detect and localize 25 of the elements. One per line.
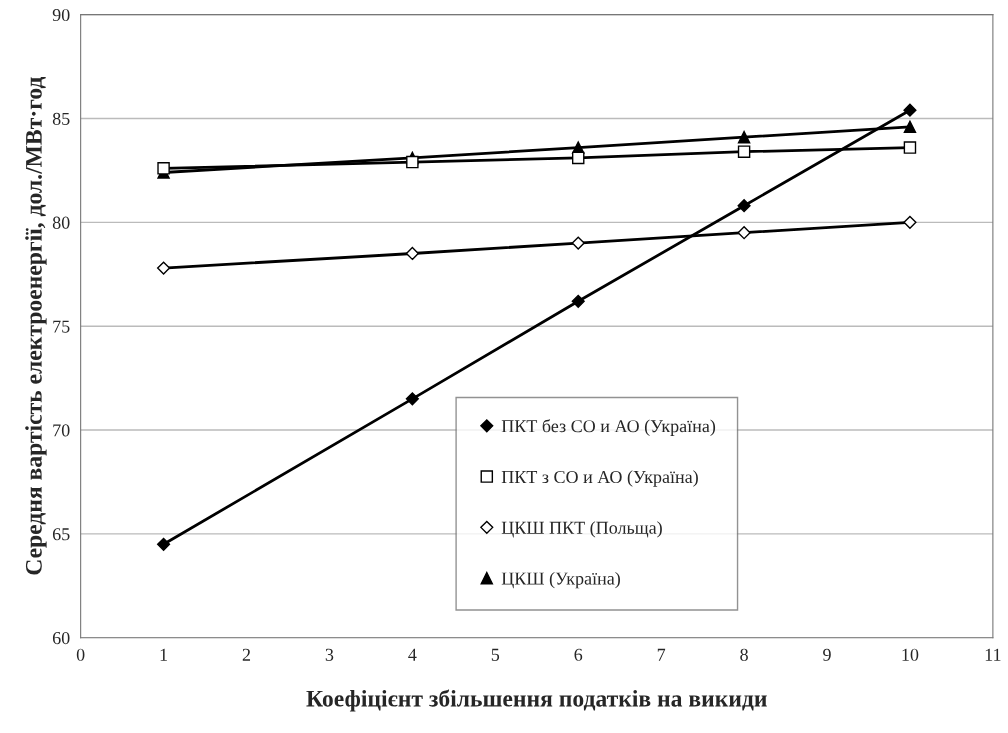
- x-tick-label: 7: [657, 648, 666, 661]
- legend-label: ПКТ з СО и АО (Україна): [501, 470, 698, 487]
- x-tick-label: 3: [325, 648, 334, 661]
- x-tick-label: 11: [985, 648, 1001, 661]
- legend-label: ЦКШ ПКТ (Польща): [501, 521, 662, 538]
- x-tick-label: 0: [76, 648, 85, 661]
- x-tick-label: 9: [823, 648, 831, 661]
- y-tick-label: 90: [52, 8, 70, 22]
- x-tick-label: 4: [408, 648, 417, 661]
- y-tick-label: 80: [52, 216, 70, 229]
- legend-label: ПКТ без СО и АО (Україна): [501, 419, 716, 436]
- y-tick-label: 85: [52, 112, 70, 125]
- x-tick-label: 1: [160, 648, 167, 661]
- x-axis-title: Коефіцієнт збільшення податків на викиди: [306, 689, 767, 712]
- y-axis-title: Середня вартість електроенергії, дол./МВт·год: [25, 76, 47, 575]
- legend-label: ЦКШ (Україна): [501, 571, 620, 589]
- x-tick-label: 10: [902, 648, 919, 661]
- x-tick-label: 5: [491, 648, 500, 661]
- x-tick-label: 6: [574, 648, 583, 661]
- x-tick-label: 2: [242, 648, 251, 661]
- y-tick-label: 70: [53, 424, 70, 437]
- y-tick-label: 65: [52, 528, 70, 541]
- y-tick-label: 75: [53, 320, 70, 333]
- y-tick-label: 60: [52, 631, 70, 645]
- x-tick-label: 8: [740, 648, 748, 661]
